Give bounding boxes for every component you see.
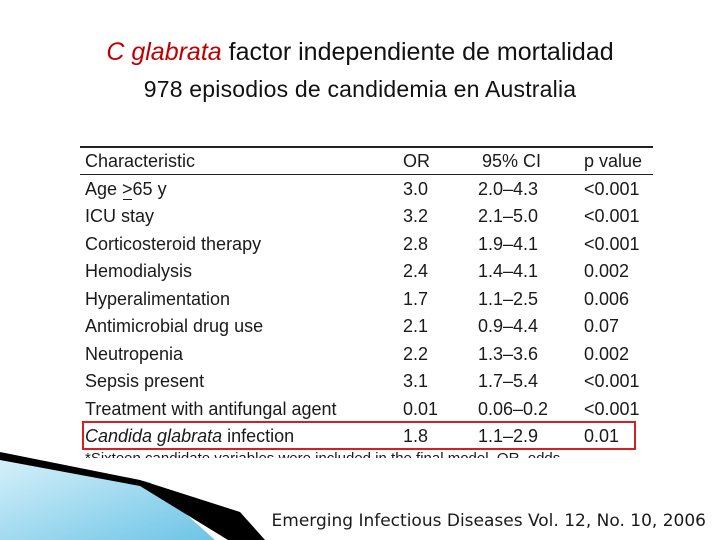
- header-p-value: p value: [584, 151, 643, 171]
- row-characteristic: Antimicrobial drug use: [85, 316, 264, 336]
- table-row: Hyperalimentation 1.7 1.1–2.5 0.006: [80, 285, 653, 313]
- row-characteristic: ICU stay: [85, 206, 155, 226]
- table-row: Neutropenia 2.2 1.3–3.6 0.002: [80, 340, 653, 368]
- slide-subtitle: 978 episodios de candidemia en Australia: [143, 76, 577, 102]
- row-p-value: 0.002: [584, 261, 630, 281]
- row-or: 2.8: [403, 234, 429, 254]
- row-p-value: <0.001: [584, 399, 640, 419]
- table-footnote: *Sixteen candidate variables were includ…: [85, 450, 560, 458]
- row-characteristic: Corticosteroid therapy: [85, 234, 262, 254]
- title-species: C glabrata: [106, 38, 222, 66]
- title-rest: factor independiente de mortalidad: [221, 38, 614, 66]
- row-p-value: 0.01: [584, 426, 620, 446]
- swoosh-light: [0, 455, 215, 540]
- row-or: 3.2: [403, 206, 429, 226]
- row-p-value: 0.07: [584, 316, 620, 336]
- row-ci: 1.4–4.1: [478, 261, 539, 281]
- row-label-suffix: infection: [222, 426, 295, 446]
- results-table: Characteristic OR 95% CI p value Age >65…: [80, 146, 653, 458]
- table-row: ICU stay 3.2 2.1–5.0 <0.001: [80, 202, 653, 230]
- table-row: Sepsis present 3.1 1.7–5.4 <0.001: [80, 367, 653, 395]
- row-characteristic: Candida glabrata infection: [85, 422, 294, 450]
- row-label-italic: Candida glabrata: [85, 426, 223, 446]
- header-characteristic: Characteristic: [85, 151, 196, 171]
- row-ci: 0.9–4.4: [478, 316, 539, 336]
- row-or: 1.8: [403, 426, 429, 446]
- citation: Emerging Infectious Diseases Vol. 12, No…: [271, 511, 706, 531]
- row-label-prefix: Age: [85, 179, 123, 199]
- table-row: Candida glabrata infection 1.8 1.1–2.9 0…: [80, 422, 653, 450]
- row-ci: 2.1–5.0: [478, 206, 539, 226]
- row-or: 2.2: [403, 344, 429, 364]
- table-row: Hemodialysis 2.4 1.4–4.1 0.002: [80, 257, 653, 285]
- row-or: 0.01: [403, 399, 439, 419]
- table-row: Treatment with antifungal agent 0.01 0.0…: [80, 395, 653, 423]
- table-header-rule: [80, 174, 653, 175]
- row-characteristic: Hyperalimentation: [85, 289, 231, 309]
- row-ci: 1.1–2.5: [478, 289, 539, 309]
- highlight-box: [82, 421, 636, 450]
- slide-title: C glabrata factor independiente de morta…: [0, 38, 720, 67]
- row-ci: 2.0–4.3: [478, 179, 539, 199]
- row-characteristic: Neutropenia: [85, 344, 184, 364]
- row-or: 2.1: [403, 316, 429, 336]
- row-characteristic: Age >65 y: [85, 175, 167, 203]
- row-or: 1.7: [403, 289, 429, 309]
- header-or: OR: [403, 151, 430, 171]
- row-characteristic: Sepsis present: [85, 371, 205, 391]
- row-or: 3.0: [403, 179, 429, 199]
- row-ci: 1.9–4.1: [478, 234, 539, 254]
- table-top-rule: [80, 146, 653, 148]
- row-characteristic: Hemodialysis: [85, 261, 193, 281]
- row-p-value: <0.001: [584, 206, 640, 226]
- row-ci: 1.1–2.9: [478, 426, 539, 446]
- header-ci: 95% CI: [482, 151, 542, 171]
- swoosh-dark: [0, 452, 265, 540]
- table-row: Age >65 y 3.0 2.0–4.3 <0.001: [80, 175, 653, 203]
- table-row: Corticosteroid therapy 2.8 1.9–4.1 <0.00…: [80, 230, 653, 258]
- row-or: 2.4: [403, 261, 429, 281]
- row-ci: 1.7–5.4: [478, 371, 539, 391]
- row-label-suffix: 65 y: [132, 179, 167, 199]
- row-p-value: 0.002: [584, 344, 630, 364]
- row-p-value: <0.001: [584, 371, 640, 391]
- row-p-value: <0.001: [584, 234, 640, 254]
- row-p-value: 0.006: [584, 289, 630, 309]
- table-header-row: Characteristic OR 95% CI p value: [80, 147, 653, 175]
- table-row: Antimicrobial drug use 2.1 0.9–4.4 0.07: [80, 312, 653, 340]
- row-p-value: <0.001: [584, 179, 640, 199]
- row-ci: 0.06–0.2: [478, 399, 549, 419]
- row-ci: 1.3–3.6: [478, 344, 539, 364]
- greater-equal-symbol: >: [122, 175, 133, 203]
- row-characteristic: Treatment with antifungal agent: [85, 399, 337, 419]
- row-or: 3.1: [403, 371, 429, 391]
